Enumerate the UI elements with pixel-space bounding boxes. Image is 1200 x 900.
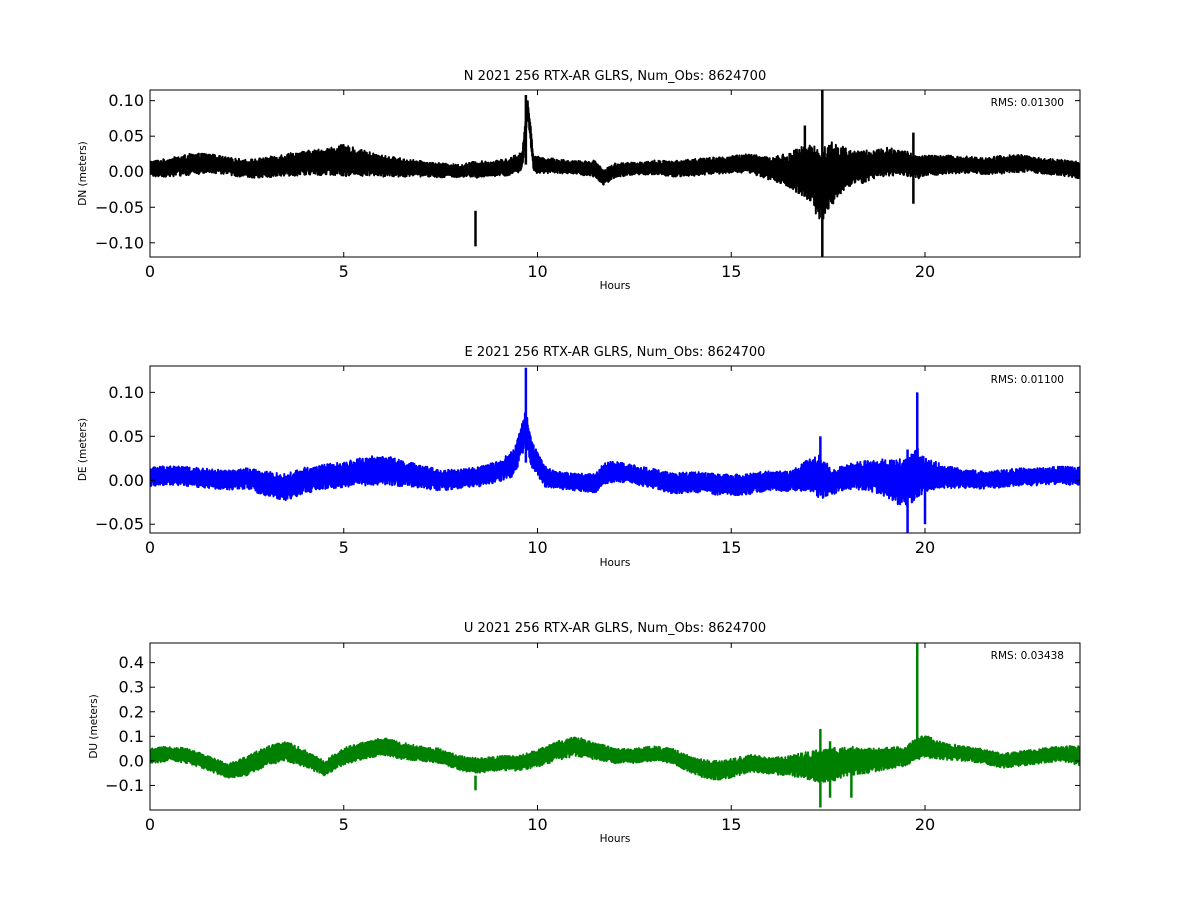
panel-n-xtick-label: 0 xyxy=(145,262,155,281)
panel-n-plot-area xyxy=(150,90,1080,257)
panel-n-rms-label: RMS: 0.01300 xyxy=(991,97,1064,109)
panel-n: N 2021 256 RTX-AR GLRS, Num_Obs: 8624700… xyxy=(77,69,1081,292)
panel-u-xlabel: Hours xyxy=(600,833,631,845)
panel-e-ticks: 0 5 10 15 20 0.10 0.05 0.00 −0.05 xyxy=(95,366,1080,557)
panel-u-plot-area xyxy=(150,643,1080,808)
panel-n-ytick-label: 0.05 xyxy=(108,127,144,146)
panel-u-series-line xyxy=(150,735,1080,783)
panel-e-xtick-label: 5 xyxy=(339,538,349,557)
panel-u-ytick-label: 0.1 xyxy=(119,727,144,746)
panel-e-ytick-label: −0.05 xyxy=(95,515,144,534)
panel-n-frame xyxy=(149,89,1081,258)
panel-u-frame xyxy=(149,642,1081,811)
panel-n-ytick-label: −0.05 xyxy=(95,198,144,217)
panel-u-ytick-label: 0.4 xyxy=(119,653,144,672)
panel-n-ytick-label: −0.10 xyxy=(95,233,144,252)
panel-e-ytick-label: 0.00 xyxy=(108,471,144,490)
panel-u-ytick-label: 0.2 xyxy=(119,702,144,721)
panel-n-series-line xyxy=(150,100,1080,220)
panel-u-ticks: 0 5 10 15 20 0.4 0.3 0.2 0.1 0.0 −0.1 xyxy=(105,643,1080,834)
panel-u-ylabel: DU (meters) xyxy=(88,694,100,758)
panel-e-xtick-label: 10 xyxy=(527,538,547,557)
panel-n-ticks: 0 5 10 15 20 0.10 0.05 0.00 −0.05 −0.10 xyxy=(95,90,1080,281)
panel-n-title: N 2021 256 RTX-AR GLRS, Num_Obs: 8624700 xyxy=(464,69,766,84)
panel-n-ylabel: DN (meters) xyxy=(77,141,89,206)
panel-u-xtick-label: 15 xyxy=(721,815,741,834)
panel-e-xtick-label: 20 xyxy=(915,538,935,557)
panel-e: E 2021 256 RTX-AR GLRS, Num_Obs: 8624700… xyxy=(77,345,1081,569)
panel-e-plot-area xyxy=(150,367,1080,533)
panel-n-ytick-label: 0.10 xyxy=(108,91,144,110)
panel-u-rms-label: RMS: 0.03438 xyxy=(991,650,1064,662)
panel-u-xtick-label: 5 xyxy=(339,815,349,834)
panel-n-xtick-label: 10 xyxy=(527,262,547,281)
panel-u-xtick-label: 10 xyxy=(527,815,547,834)
panel-e-ylabel: DE (meters) xyxy=(77,418,89,481)
panel-n-xtick-label: 5 xyxy=(339,262,349,281)
panel-n-xtick-label: 20 xyxy=(915,262,935,281)
panel-n-ytick-label: 0.00 xyxy=(108,162,144,181)
panel-e-title: E 2021 256 RTX-AR GLRS, Num_Obs: 8624700 xyxy=(465,345,766,360)
panel-n-xtick-label: 15 xyxy=(721,262,741,281)
panel-e-ytick-label: 0.10 xyxy=(108,383,144,402)
panel-u-xtick-label: 20 xyxy=(915,815,935,834)
panel-e-ytick-label: 0.05 xyxy=(108,427,144,446)
panel-u-title: U 2021 256 RTX-AR GLRS, Num_Obs: 8624700 xyxy=(464,621,766,636)
panel-u-ytick-label: −0.1 xyxy=(105,776,144,795)
panel-e-rms-label: RMS: 0.01100 xyxy=(991,374,1064,386)
panel-u-ytick-label: 0.3 xyxy=(119,678,144,697)
panel-e-xtick-label: 0 xyxy=(145,538,155,557)
panel-u-ytick-label: 0.0 xyxy=(119,751,144,770)
panel-e-frame xyxy=(149,365,1081,534)
panel-e-xtick-label: 15 xyxy=(721,538,741,557)
panel-e-xlabel: Hours xyxy=(600,557,631,569)
panel-u-xtick-label: 0 xyxy=(145,815,155,834)
panel-n-xlabel: Hours xyxy=(600,280,631,292)
panel-u: U 2021 256 RTX-AR GLRS, Num_Obs: 8624700… xyxy=(88,621,1081,845)
